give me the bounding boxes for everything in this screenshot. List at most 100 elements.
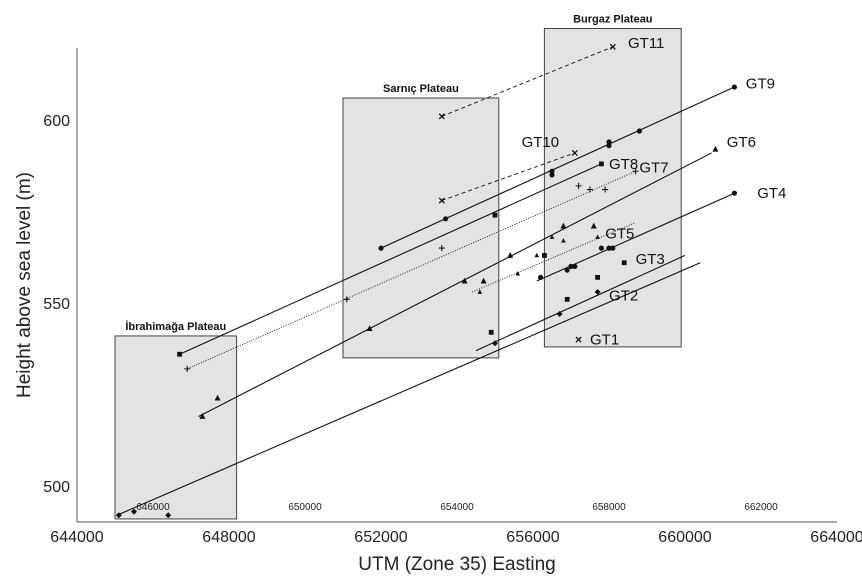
x-tick-label-major: 652000 xyxy=(354,529,407,546)
series-label-gt11: GT11 xyxy=(628,35,664,52)
data-point-gt7 xyxy=(632,168,639,175)
data-point-gt3 xyxy=(564,296,570,302)
data-point-gt7 xyxy=(575,182,582,189)
data-point-gt1 xyxy=(575,336,582,343)
plateau-box xyxy=(543,28,682,348)
data-point-gt6 xyxy=(480,277,487,284)
data-point-gt6 xyxy=(590,222,597,229)
data-point-gt5 xyxy=(549,234,555,239)
data-point-gt9 xyxy=(378,245,384,251)
data-point-gt3 xyxy=(542,253,547,258)
trend-line-gt5 xyxy=(472,222,636,293)
data-point-gt9 xyxy=(443,216,449,222)
data-point-gt4 xyxy=(538,274,544,280)
data-point-gt6 xyxy=(507,252,514,258)
data-point-gt4 xyxy=(606,245,612,251)
x-tick-label-minor: 658000 xyxy=(592,502,626,513)
data-point-gt7 xyxy=(343,296,350,303)
axis-layer: UTM (Zone 35) Easting Height above sea l… xyxy=(14,48,837,575)
trend-line-gt6 xyxy=(198,152,712,417)
data-point-gt2 xyxy=(131,508,137,515)
data-point-gt7 xyxy=(587,186,593,193)
data-point-gt6 xyxy=(214,394,221,401)
point-layer xyxy=(115,43,738,519)
plateau-layer: İbrahimağa Plateau Sarnıç Plateau Burgaz P… xyxy=(114,14,682,520)
data-point-gt5 xyxy=(515,271,521,276)
plateau-label: Sarnıç Plateau xyxy=(383,83,459,95)
x-tick-label-minor: 662000 xyxy=(744,502,778,513)
data-point-gt8 xyxy=(599,161,604,167)
data-point-gt9 xyxy=(731,84,738,90)
data-point-gt10 xyxy=(571,149,578,156)
tick-layer: 644000 648000 652000 656000 660000 664000 6460… xyxy=(43,113,862,546)
plateau-label: Burgaz Plateau xyxy=(573,14,652,26)
data-point-gt4 xyxy=(731,190,738,196)
series-label-gt7: GT7 xyxy=(639,160,668,177)
data-point-gt6 xyxy=(712,145,719,152)
data-point-gt10 xyxy=(438,197,445,204)
data-point-gt8 xyxy=(492,212,498,218)
y-tick-label: 550 xyxy=(43,296,70,313)
data-point-gt3 xyxy=(595,274,600,280)
data-point-gt7 xyxy=(602,186,609,193)
data-point-gt4 xyxy=(564,267,570,273)
data-point-gt2 xyxy=(115,512,122,519)
data-point-gt9 xyxy=(606,139,612,145)
x-tick-label-minor: 646000 xyxy=(136,502,170,513)
data-point-gt5 xyxy=(595,234,600,239)
data-point-gt4 xyxy=(598,245,605,251)
trend-line-gt11 xyxy=(441,46,613,117)
trend-line-gt2 xyxy=(116,262,701,516)
data-point-gt9 xyxy=(549,168,555,174)
x-tick-label-minor: 650000 xyxy=(288,502,322,513)
data-point-gt6 xyxy=(366,325,373,332)
data-point-gt6 xyxy=(461,277,468,284)
trend-line-gt7 xyxy=(187,170,636,370)
series-label-gt10: GT10 xyxy=(522,134,560,151)
data-point-gt11 xyxy=(438,113,445,120)
data-point-gt4 xyxy=(610,245,616,251)
series-label-gt9: GT9 xyxy=(746,75,775,92)
data-point-gt4 xyxy=(568,263,574,269)
data-point-gt3 xyxy=(621,260,627,266)
x-tick-label-major: 656000 xyxy=(506,529,559,546)
data-point-gt2 xyxy=(594,289,601,296)
data-point-gt2 xyxy=(556,310,563,317)
series-label-gt4: GT4 xyxy=(757,185,786,202)
data-point-gt6 xyxy=(199,413,206,419)
trend-line-gt3 xyxy=(475,254,686,352)
trend-line-gt10 xyxy=(441,152,575,201)
data-point-gt9 xyxy=(549,172,555,178)
data-point-gt3 xyxy=(488,329,494,335)
trend-line-gt9 xyxy=(380,86,735,249)
series-label-gt2: GT2 xyxy=(609,288,638,305)
series-label-gt6: GT6 xyxy=(727,134,756,151)
series-label-gt5: GT5 xyxy=(605,225,634,242)
data-point-gt5 xyxy=(477,289,483,294)
plateau-box xyxy=(114,335,238,520)
data-point-gt5 xyxy=(534,252,540,258)
x-tick-label-major: 648000 xyxy=(202,529,255,546)
plateau-box xyxy=(342,97,500,359)
x-axis-title: UTM (Zone 35) Easting xyxy=(358,554,555,575)
data-point-gt7 xyxy=(184,365,191,372)
trend-line-layer xyxy=(116,46,735,516)
data-point-gt2 xyxy=(165,512,172,519)
data-point-gt9 xyxy=(606,143,612,149)
data-point-gt11 xyxy=(609,43,616,50)
x-tick-label-major: 664000 xyxy=(810,529,862,546)
data-point-gt6 xyxy=(560,222,567,229)
data-point-gt5 xyxy=(561,238,566,243)
series-label-gt3: GT3 xyxy=(636,251,665,268)
trend-line-gt8 xyxy=(179,163,602,355)
x-tick-label-minor: 654000 xyxy=(440,502,474,513)
plateau-label: İbrahimağa Plateau xyxy=(125,320,226,333)
series-label-gt1: GT1 xyxy=(590,332,619,349)
x-tick-label-major: 644000 xyxy=(50,529,103,546)
series-label-gt8: GT8 xyxy=(609,156,638,173)
data-point-gt8 xyxy=(177,351,182,357)
x-tick-label-major: 660000 xyxy=(658,529,711,546)
